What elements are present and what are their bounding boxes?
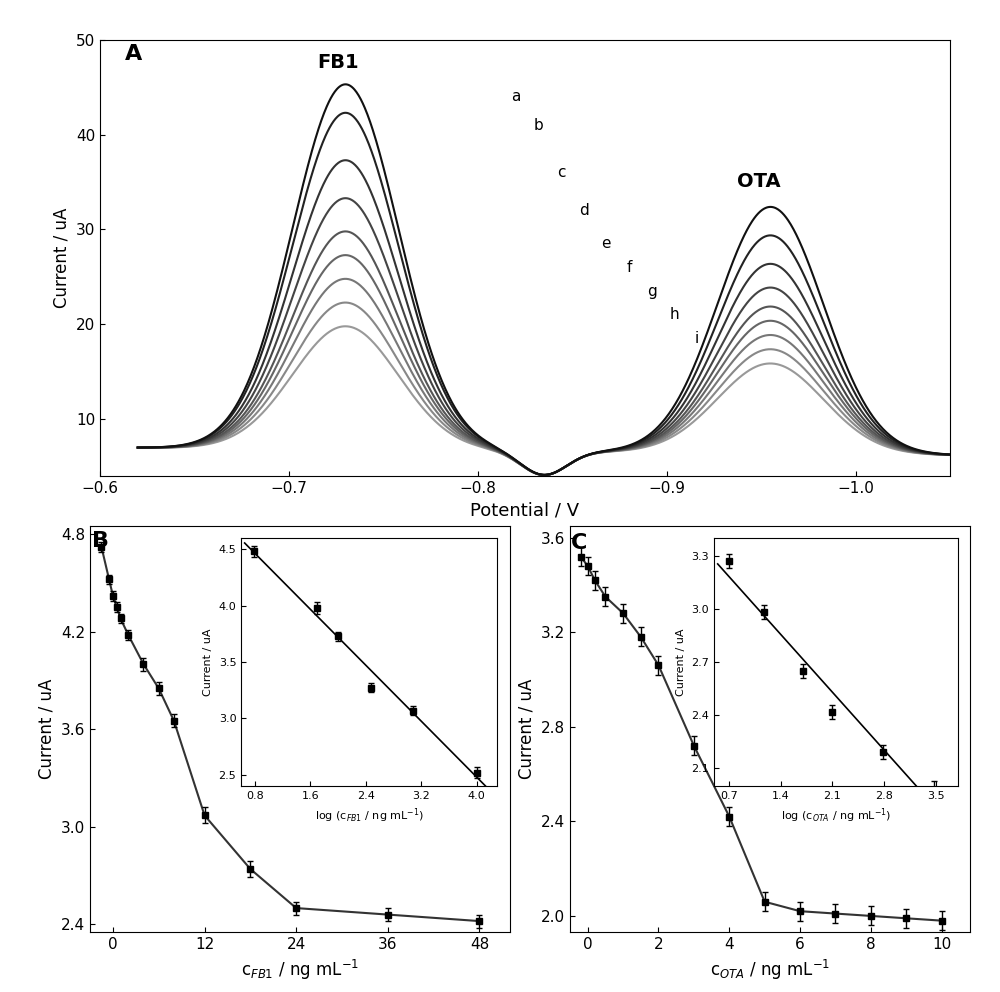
Y-axis label: Current / uA: Current / uA	[37, 679, 55, 780]
X-axis label: c$_{FB1}$ / ng mL$^{-1}$: c$_{FB1}$ / ng mL$^{-1}$	[241, 958, 359, 982]
Text: FB1: FB1	[317, 54, 359, 72]
Text: c: c	[557, 165, 565, 180]
Text: i: i	[695, 331, 699, 346]
Text: b: b	[533, 118, 543, 133]
Text: d: d	[579, 203, 588, 218]
Y-axis label: Current / uA: Current / uA	[52, 207, 70, 309]
Text: C: C	[571, 533, 587, 553]
Text: e: e	[601, 236, 611, 251]
Text: OTA: OTA	[737, 172, 780, 190]
Text: g: g	[647, 284, 656, 299]
Text: h: h	[669, 308, 679, 322]
Y-axis label: Current / uA: Current / uA	[517, 679, 535, 780]
X-axis label: c$_{OTA}$ / ng mL$^{-1}$: c$_{OTA}$ / ng mL$^{-1}$	[710, 958, 830, 982]
Text: B: B	[92, 531, 109, 551]
Text: a: a	[511, 89, 520, 104]
Text: f: f	[626, 260, 632, 275]
Text: A: A	[125, 45, 142, 64]
X-axis label: Potential / V: Potential / V	[470, 502, 580, 520]
